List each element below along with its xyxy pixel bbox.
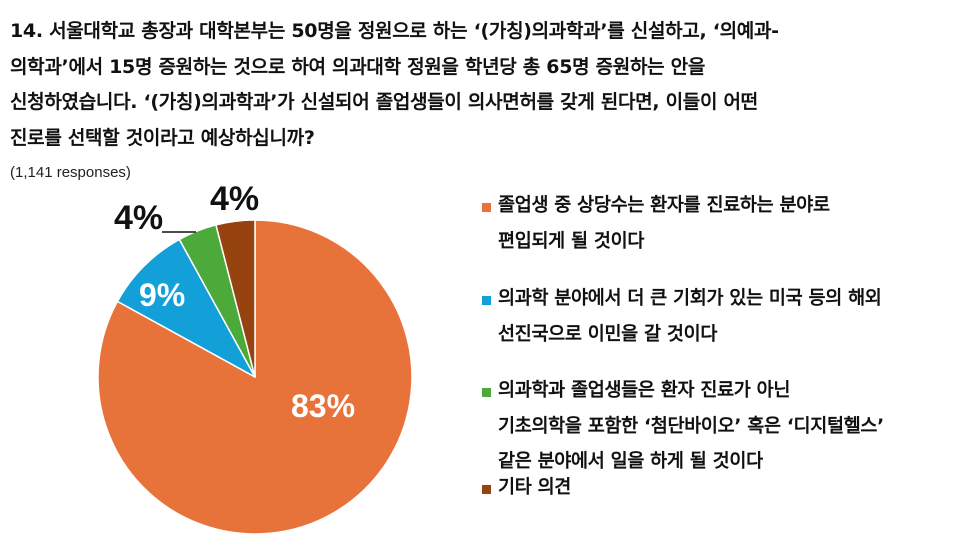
legend-label: 선진국으로 이민을 갈 것이다 <box>498 323 718 345</box>
slice-other <box>215 219 256 378</box>
legend-label: 같은 분야에서 일을 하게 될 것이다 <box>498 451 763 472</box>
slice-emigrate <box>116 238 256 378</box>
pie-svg <box>97 219 413 535</box>
slice-label-emigrate: 9% <box>139 277 186 313</box>
slice-label-other: 4% <box>210 180 260 218</box>
question-line: 의학과’에서 15명 증원하는 것으로 하여 의과대학 정원을 학년당 총 65… <box>10 55 706 78</box>
legend-swatch-orange <box>482 203 491 212</box>
legend-label: 졸업생 중 상당수는 환자를 진료하는 분야로 <box>498 195 830 216</box>
question-text: 14. 서울대학교 총장과 대학본부는 50명을 정원으로 하는 ‘(가칭)의과… <box>10 14 955 156</box>
question-line: 진로를 선택할 것이라고 예상하십니까? <box>10 126 315 149</box>
slice-label-clinical: 83% <box>291 388 356 424</box>
question-line: 14. 서울대학교 총장과 대학본부는 50명을 정원으로 하는 ‘(가칭)의과… <box>10 20 779 42</box>
legend-swatch-blue <box>482 296 491 305</box>
slice-label-bio-digital: 4% <box>114 199 164 237</box>
legend-label: 의과학 분야에서 더 큰 기회가 있는 미국 등의 해외 <box>498 288 882 309</box>
legend-swatch-brown <box>482 485 491 494</box>
question-line: 신청하였습니다. ‘(가칭)의과학과’가 신설되어 졸업생들이 의사면허를 갖게… <box>10 91 758 113</box>
legend-label: 편입되게 될 것이다 <box>498 230 645 252</box>
legend-label: 기타 의견 <box>498 477 572 498</box>
legend-label: 의과학과 졸업생들은 환자 진료가 아닌 <box>498 380 791 401</box>
response-count: (1,141 responses) <box>10 164 131 181</box>
pie-chart: 4% 4% 9% 83% <box>0 0 460 541</box>
legend-label: 기초의학을 포함한 ‘첨단바이오’ 혹은 ‘디지털헬스’ <box>498 415 884 437</box>
legend-swatch-green <box>482 388 491 397</box>
